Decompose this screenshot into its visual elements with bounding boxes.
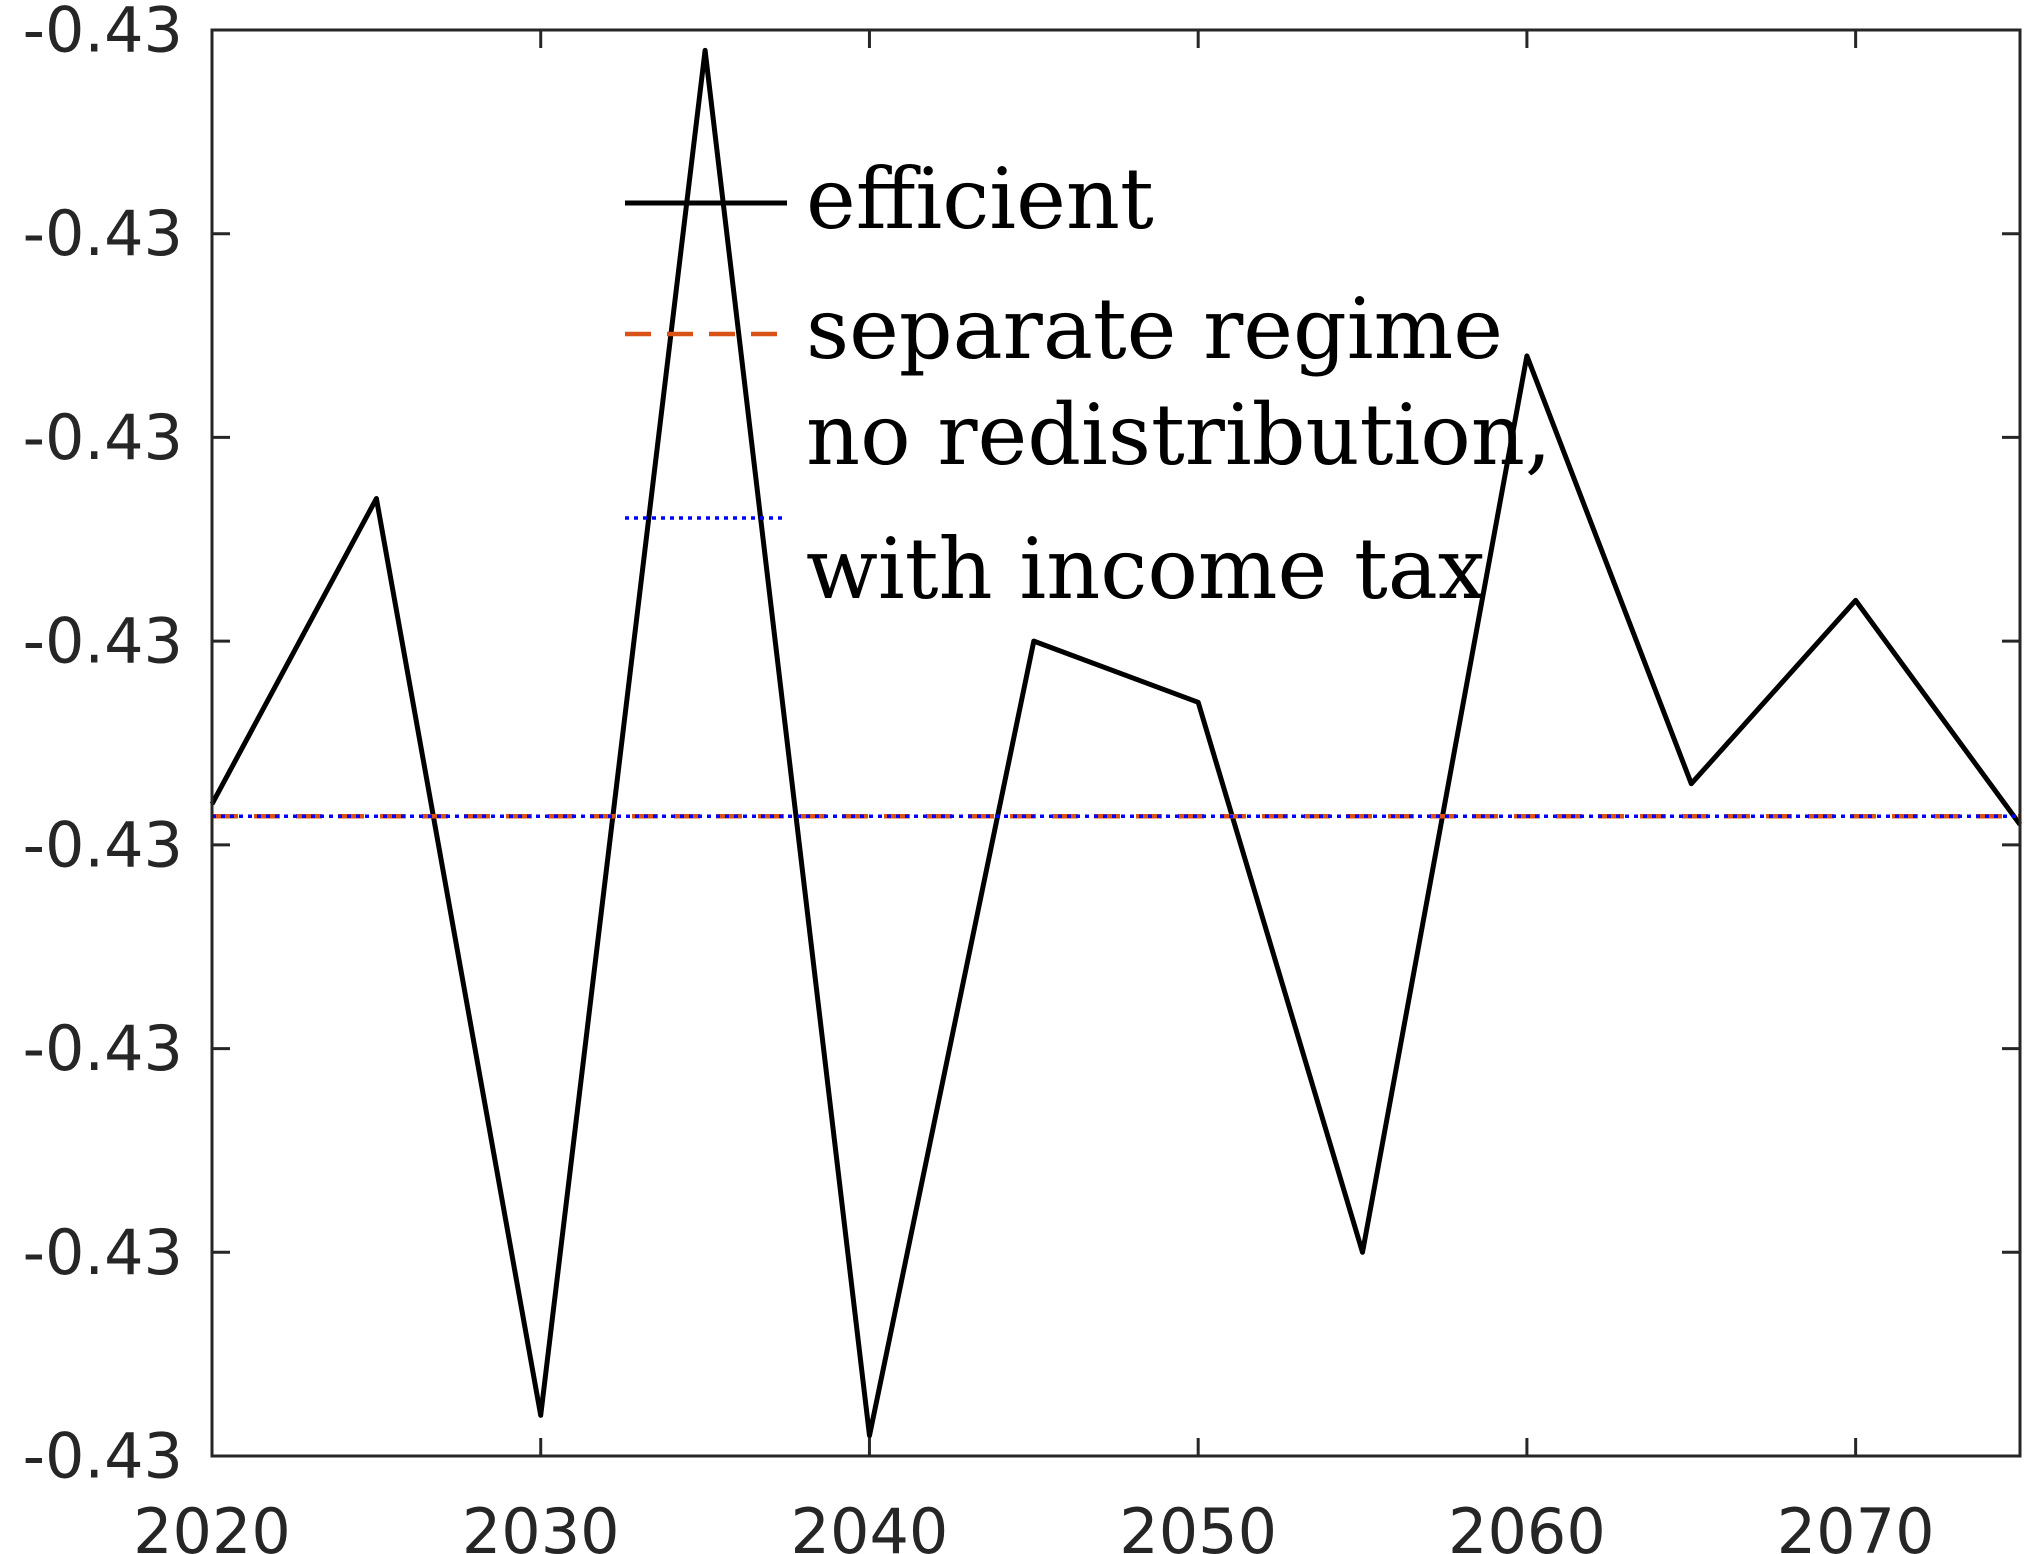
x-tick-label: 2050 (1119, 1495, 1277, 1554)
y-tick-label: -0.43 (23, 401, 183, 474)
legend-label-1: efficient (806, 150, 1154, 248)
x-tick-label: 2070 (1777, 1495, 1935, 1554)
x-tick-label: 2060 (1448, 1495, 1606, 1554)
y-tick-label: -0.43 (23, 1012, 183, 1085)
plot-area (209, 47, 2023, 1439)
axes-box (210, 28, 2022, 1458)
legend-label-3: no redistribution, (806, 386, 1552, 484)
x-axis-tick-labels: 2020 2030 2040 2050 2060 2070 (133, 1495, 1934, 1554)
y-tick-label: -0.43 (23, 197, 183, 270)
y-tick-label: -0.43 (23, 1216, 183, 1289)
legend-label-2: separate regime (806, 280, 1503, 378)
x-tick-label: 2030 (462, 1495, 620, 1554)
y-axis-tick-labels: -0.43 -0.43 -0.43 -0.43 -0.43 -0.43 -0.43 -0.43 (23, 0, 183, 1493)
y-tick-label: -0.43 (23, 808, 183, 881)
y-tick-label: -0.43 (23, 1420, 183, 1493)
ticks (210, 28, 2020, 1458)
x-tick-label: 2040 (791, 1495, 949, 1554)
legend-label-3: with income tax (806, 520, 1485, 618)
y-tick-label: -0.43 (23, 605, 183, 678)
x-tick-label: 2020 (133, 1495, 291, 1554)
y-tick-label: -0.43 (23, 0, 183, 67)
series-line-1 (209, 47, 2023, 1439)
